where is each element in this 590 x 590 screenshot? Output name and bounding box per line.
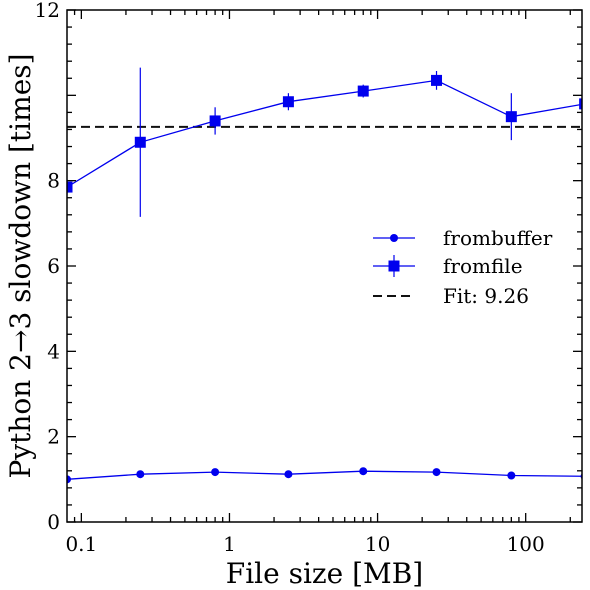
y-tick-label: 0 [47, 510, 60, 534]
series-line-fromfile [67, 79, 582, 188]
plot-area [67, 67, 582, 484]
legend-marker-frombuffer [390, 234, 398, 242]
x-axis-label: File size [MB] [226, 557, 423, 590]
ticks-layer: 0.1 1 10 100 0 2 4 6 8 12 [35, 0, 582, 556]
x-tick-label: 100 [507, 532, 545, 556]
x-tick-label: 0.1 [65, 532, 97, 556]
data-point-fromfile [431, 74, 443, 86]
legend: frombuffer fromfile Fit: 9.26 [373, 226, 553, 308]
data-point-frombuffer [67, 475, 71, 484]
data-point-frombuffer [211, 468, 220, 477]
data-point-fromfile [209, 115, 221, 127]
x-tick-label: 1 [223, 532, 236, 556]
legend-label-fit: Fit: 9.26 [443, 284, 529, 308]
data-point-frombuffer [432, 468, 441, 477]
y-tick-label: 2 [47, 425, 60, 449]
x-tick-label: 10 [365, 532, 390, 556]
data-point-fromfile [357, 85, 369, 97]
data-point-fromfile [505, 111, 517, 123]
marks-layer [67, 67, 582, 484]
data-point-fromfile [67, 181, 73, 193]
data-point-frombuffer [359, 467, 368, 476]
data-point-frombuffer [507, 471, 516, 480]
legend-label-fromfile: fromfile [443, 254, 523, 278]
series-line-frombuffer [67, 470, 582, 480]
data-point-frombuffer [136, 470, 145, 479]
y-tick-label: 12 [35, 0, 60, 22]
y-tick-label: 4 [47, 339, 60, 363]
data-point-fromfile [282, 96, 294, 108]
data-point-fromfile [134, 136, 146, 148]
y-tick-label: 8 [47, 169, 60, 193]
data-point-fromfile [579, 98, 582, 110]
y-tick-label: 6 [47, 254, 60, 278]
legend-label-frombuffer: frombuffer [443, 226, 553, 250]
data-point-frombuffer [284, 470, 293, 479]
y-axis-label: Python 2→3 slowdown [times] [4, 53, 37, 478]
